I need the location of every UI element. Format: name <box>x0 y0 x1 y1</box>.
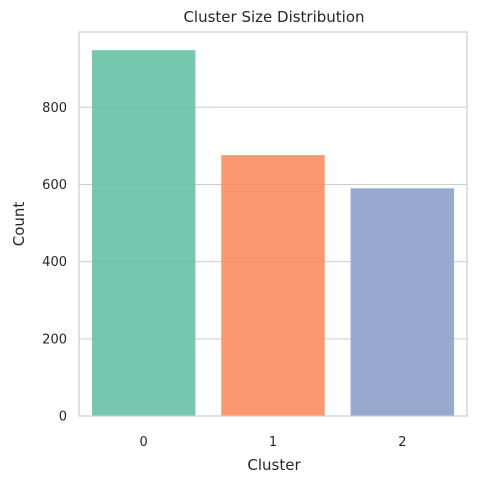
x-tick-labels: 0 1 2 <box>140 435 407 450</box>
x-tick-label: 1 <box>269 435 277 450</box>
bar-cluster-0 <box>91 50 196 416</box>
y-tick-labels: 0 200 400 600 800 <box>42 101 67 425</box>
bars <box>91 50 455 416</box>
y-tick-label: 600 <box>42 178 67 193</box>
x-axis-label: Cluster <box>247 456 301 474</box>
bar-cluster-1 <box>221 155 325 416</box>
y-axis-label: Count <box>10 202 28 247</box>
y-tick-label: 0 <box>59 410 67 425</box>
x-tick-label: 2 <box>398 435 406 450</box>
bar-cluster-2 <box>350 188 455 416</box>
plot-frame <box>78 31 468 417</box>
chart-title: Cluster Size Distribution <box>183 8 364 26</box>
y-tick-label: 800 <box>42 101 67 116</box>
x-tick-label: 0 <box>140 435 148 450</box>
y-tick-label: 200 <box>42 332 67 347</box>
y-tick-label: 400 <box>42 255 67 270</box>
